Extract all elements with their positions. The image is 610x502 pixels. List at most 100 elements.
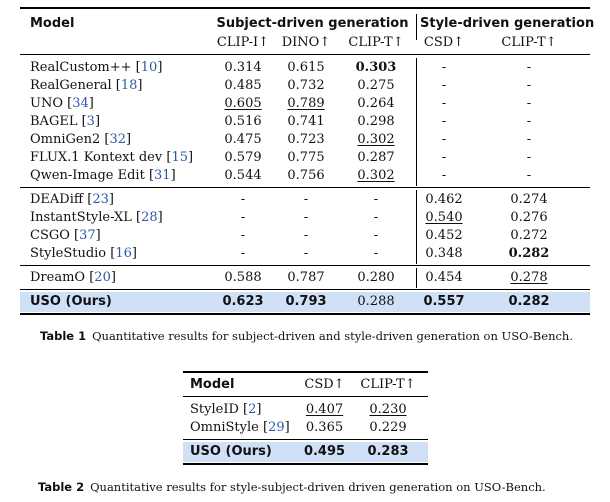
- model-name: Qwen-Image Edit: [30, 168, 145, 183]
- cell-value: 0.282: [508, 246, 550, 261]
- table1-caption: Table 1 Quantitative results for subject-…: [40, 329, 573, 343]
- table1-cell: 0.579: [208, 150, 278, 166]
- table1-cell: 0.588: [208, 270, 278, 286]
- table1-cell: 0.741: [273, 114, 339, 130]
- cell-value: 0.544: [224, 168, 262, 183]
- header-rule: [20, 54, 590, 55]
- cell-value: -: [441, 60, 447, 75]
- citation-link[interactable]: 37: [79, 228, 96, 243]
- table1-row-model: DreamO [20]: [30, 270, 116, 285]
- bottom-rule: [20, 313, 590, 315]
- citation-link[interactable]: 16: [115, 246, 132, 261]
- citation-link[interactable]: 32: [109, 132, 127, 147]
- group-rule: [20, 265, 590, 266]
- citation-link[interactable]: 34: [72, 96, 89, 111]
- table1-cell: -: [208, 210, 278, 226]
- cell-value: -: [373, 246, 379, 261]
- citation-link[interactable]: 3: [86, 114, 95, 129]
- model-name: BAGEL: [30, 114, 78, 129]
- citation-link[interactable]: 23: [92, 192, 109, 207]
- table1-row-model: RealGeneral [18]: [30, 78, 143, 93]
- table1-cell: 0.454: [418, 270, 470, 286]
- citation-link[interactable]: 18: [120, 78, 138, 93]
- cell-value: 0.615: [287, 60, 325, 75]
- group-separator: [416, 268, 417, 288]
- cell-value: 0.516: [224, 114, 262, 129]
- table1-cell: 0.302: [340, 132, 412, 148]
- table1-cell: 0.475: [208, 132, 278, 148]
- table2-header-clip-t: CLIP-T↑: [360, 377, 416, 392]
- table1-cell: -: [418, 78, 470, 94]
- citation-link[interactable]: 10: [140, 60, 158, 75]
- cell-value: 0.579: [224, 150, 262, 165]
- table2-cell: 0.230: [352, 402, 424, 418]
- table1-cell: 0.264: [340, 96, 412, 112]
- cell-value: 0.276: [510, 210, 548, 225]
- table1-header-model: Model: [30, 16, 75, 31]
- table1-ours-cell: 0.288: [357, 294, 395, 309]
- group-rule: [20, 187, 590, 188]
- table1-cell: 0.298: [340, 114, 412, 130]
- citation-link[interactable]: 15: [171, 150, 188, 165]
- cell-value: 0.274: [510, 192, 548, 207]
- table1-cell: 0.516: [208, 114, 278, 130]
- table1-row-model: RealCustom++ [10]: [30, 60, 163, 75]
- table2-header-csd: CSD↑: [304, 377, 345, 392]
- table1-cell: -: [488, 96, 570, 112]
- model-name: DEADiff: [30, 192, 84, 207]
- table1-cell: -: [208, 246, 278, 262]
- citation-link[interactable]: 20: [94, 270, 111, 285]
- table1-row-model: DEADiff [23]: [30, 192, 114, 207]
- cell-value: 0.229: [369, 420, 407, 435]
- citation-link[interactable]: 29: [268, 420, 285, 435]
- table1-cell: 0.274: [488, 192, 570, 208]
- cell-value: 0.540: [425, 210, 463, 225]
- table2-cell: 0.229: [352, 420, 424, 436]
- table1-cell: -: [488, 168, 570, 184]
- citation-link[interactable]: 2: [248, 402, 257, 417]
- table1-cell: 0.302: [340, 168, 412, 184]
- cell-value: -: [526, 96, 532, 111]
- cell-value: -: [526, 150, 532, 165]
- model-name: OmniGen2: [30, 132, 101, 147]
- table2-caption-label: Table 2: [38, 480, 85, 494]
- group-separator: [416, 58, 417, 186]
- cell-value: -: [526, 60, 532, 75]
- table1-cell: 0.544: [208, 168, 278, 184]
- top-rule: [20, 7, 590, 9]
- table1-caption-text: Quantitative results for subject-driven …: [92, 329, 573, 343]
- table1-header-dino: DINO↑: [281, 35, 331, 50]
- cell-value: -: [373, 192, 379, 207]
- table1-header-clip-t-subject: CLIP-T↑: [348, 35, 404, 50]
- group-separator: [416, 190, 417, 264]
- table1-cell: 0.278: [488, 270, 570, 286]
- model-name: RealGeneral: [30, 78, 112, 93]
- cell-value: 0.454: [425, 270, 463, 285]
- table1-ours-cell: 0.793: [285, 294, 327, 309]
- cell-value: 0.787: [287, 270, 325, 285]
- t2-ours-highlight: [183, 442, 428, 462]
- table1-cell: 0.540: [418, 210, 470, 226]
- table1-row-model: StyleStudio [16]: [30, 246, 137, 261]
- cell-value: 0.588: [224, 270, 262, 285]
- table1-cell: 0.756: [273, 168, 339, 184]
- cell-value: 0.314: [224, 60, 262, 75]
- table1-cell: -: [208, 228, 278, 244]
- citation-link[interactable]: 28: [141, 210, 158, 225]
- cell-value: 0.475: [224, 132, 262, 147]
- t2-header-rule: [183, 396, 428, 397]
- citation-link[interactable]: 31: [154, 168, 171, 183]
- table1-cell: 0.276: [488, 210, 570, 226]
- table2-caption: Table 2 Quantitative results for style-su…: [38, 480, 546, 494]
- cell-value: -: [303, 192, 309, 207]
- table1-cell: 0.723: [273, 132, 339, 148]
- cell-value: -: [441, 168, 447, 183]
- table2-header-model: Model: [190, 377, 235, 392]
- cell-value: 0.278: [510, 270, 548, 285]
- table1-cell: -: [340, 210, 412, 226]
- cell-value: 0.756: [287, 168, 325, 183]
- cell-value: 0.605: [224, 96, 262, 111]
- table1-ours-cell: 0.623: [222, 294, 264, 309]
- table1-caption-label: Table 1: [40, 329, 87, 343]
- table1-cell: -: [418, 168, 470, 184]
